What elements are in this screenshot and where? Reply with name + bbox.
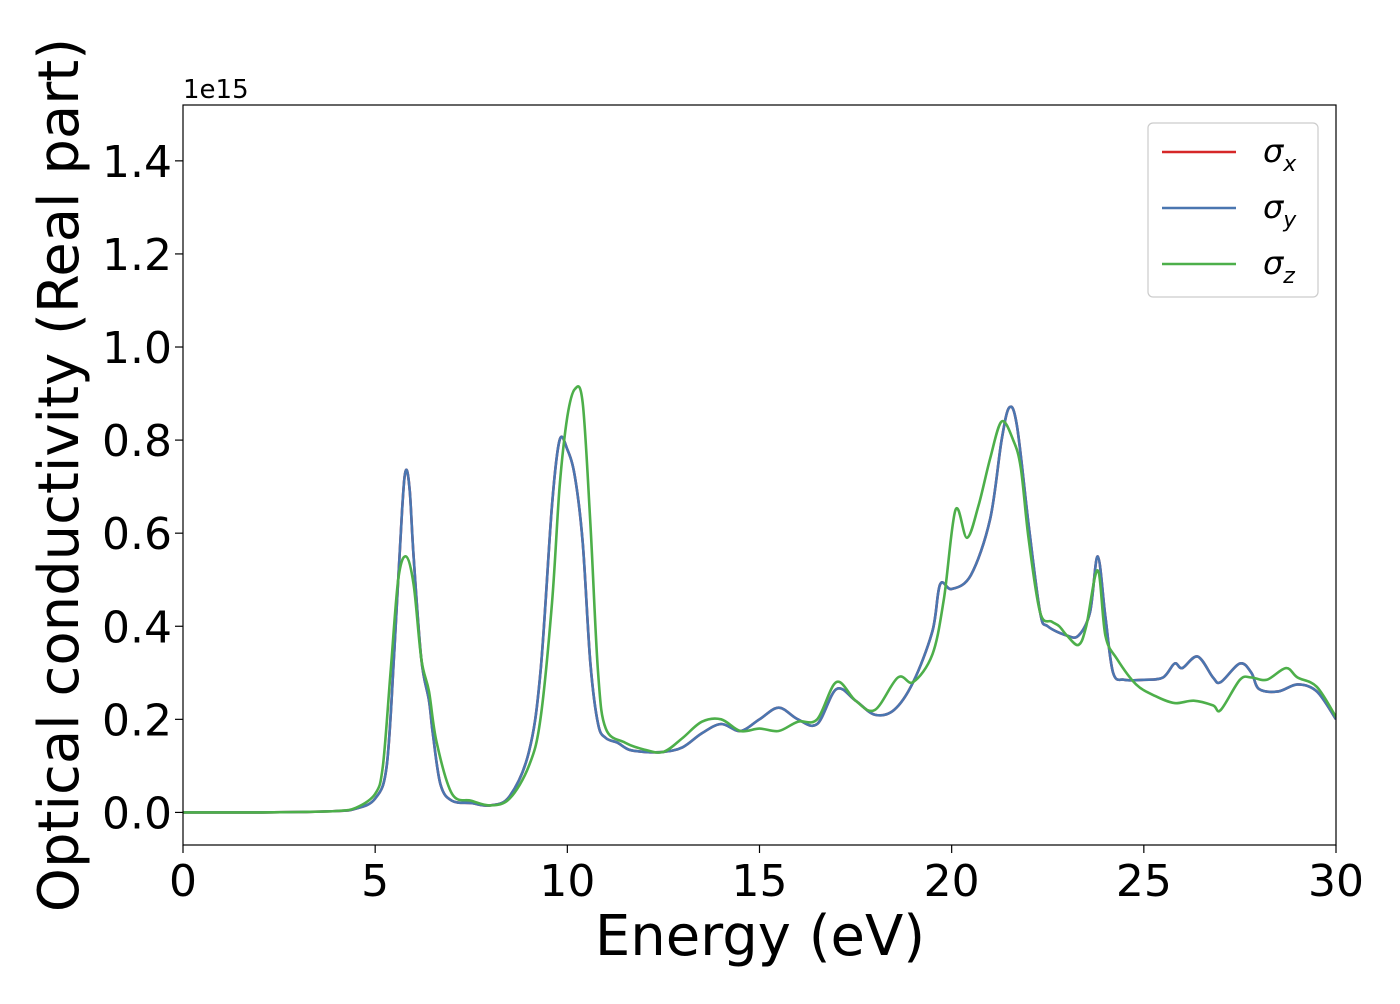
x-tick-label: 20	[924, 856, 980, 907]
x-axis-label: Energy (eV)	[595, 904, 925, 969]
x-tick-label: 5	[361, 856, 389, 907]
y-tick-label: 1.0	[102, 323, 172, 374]
series-line-x	[183, 405, 1336, 814]
ticks-layer: 0 5 10 15 20 25 30 0.0 0.2 0.4 0.6 0.8 1.0 1.2 1.4	[102, 137, 1364, 907]
y-tick-label: 1.2	[102, 230, 172, 281]
y-tick-label: 0.6	[102, 509, 172, 560]
series-layer	[183, 385, 1336, 814]
y-tick-label: 0.0	[102, 788, 172, 839]
y-offset-text: 1e15	[183, 75, 249, 105]
legend-label-z: σz	[1263, 244, 1295, 289]
x-tick-label: 10	[539, 856, 595, 907]
x-tick-label: 0	[169, 856, 197, 907]
series-line-y	[183, 405, 1336, 814]
y-tick-label: 0.8	[102, 416, 172, 467]
y-tick-label: 0.2	[102, 695, 172, 746]
legend-label-x: σx	[1263, 132, 1297, 177]
x-tick-label: 30	[1308, 856, 1364, 907]
x-tick-label: 25	[1116, 856, 1172, 907]
legend-box	[1147, 122, 1319, 298]
x-tick-label: 15	[732, 856, 788, 907]
series-line-z	[183, 385, 1336, 814]
y-tick-label: 1.4	[102, 137, 172, 188]
legend-label-y: σy	[1263, 188, 1297, 233]
y-tick-label: 0.4	[102, 602, 172, 653]
y-axis-label: Optical conductivity (Real part)	[27, 38, 92, 912]
legend: σx σy σz	[1147, 122, 1319, 298]
